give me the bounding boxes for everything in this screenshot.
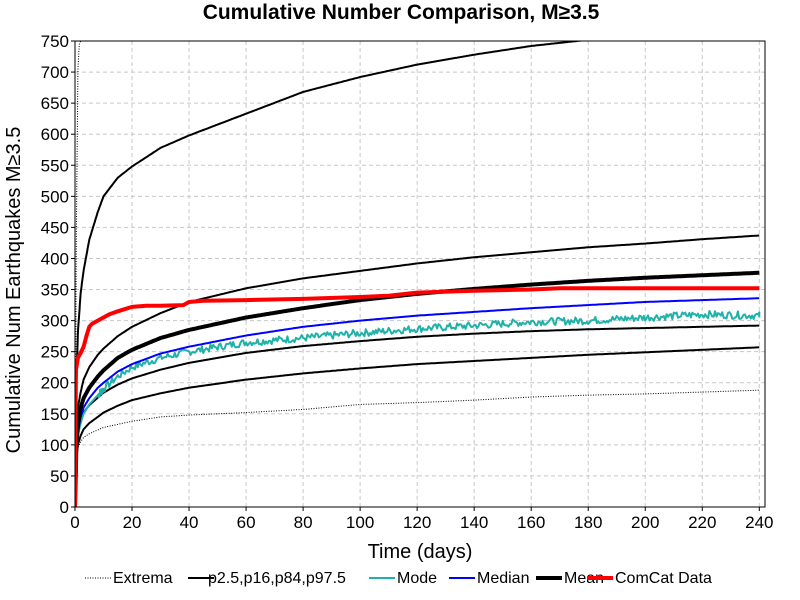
y-tick-label: 0: [60, 498, 69, 517]
y-tick-label: 200: [41, 374, 69, 393]
legend: Extrema p2.5,p16,p84,p97.5 Mode Median Mean C…: [85, 570, 712, 587]
series-line-mode: [75, 310, 761, 507]
x-axis-label: Time (days): [368, 541, 473, 563]
x-tick-label: 80: [294, 513, 313, 532]
legend-label: Mode: [397, 570, 437, 587]
x-tick-label: 200: [631, 513, 659, 532]
y-tick-label: 500: [41, 187, 69, 206]
x-tick-label: 0: [70, 513, 79, 532]
x-tick-label: 220: [688, 513, 716, 532]
y-tick-label: 50: [50, 467, 69, 486]
series-line-median: [75, 297, 760, 507]
y-tick-label: 150: [41, 405, 69, 424]
y-tick-label: 700: [41, 63, 69, 82]
series-line-p2-5-p16-p84-p97-5: [75, 41, 587, 507]
x-tick-label: 40: [180, 513, 199, 532]
x-tick-label: 160: [517, 513, 545, 532]
series-line-extrema: [75, 389, 760, 507]
y-tick-label: 300: [41, 312, 69, 331]
series-line-comcat-data: [75, 286, 760, 507]
series-line-p2-5-p16-p84-p97-5: [75, 234, 760, 507]
x-tick-label: 180: [574, 513, 602, 532]
x-tick-label: 60: [237, 513, 256, 532]
x-tick-label: 100: [346, 513, 374, 532]
series-line-mean: [75, 270, 760, 507]
series-layer: [75, 41, 761, 507]
series-line-p2-5-p16-p84-p97-5: [75, 346, 760, 507]
gridlines: [75, 41, 765, 507]
y-tick-label: 350: [41, 281, 69, 300]
chart-title: Cumulative Number Comparison, M≥3.5: [203, 1, 600, 24]
legend-label: Median: [477, 570, 529, 587]
y-tick-label: 750: [41, 32, 69, 51]
y-axis-label: Cumulative Num Earthquakes M≥3.5: [3, 127, 25, 454]
x-tick-label: 140: [460, 513, 488, 532]
y-tick-label: 100: [41, 436, 69, 455]
x-tick-label: 240: [745, 513, 773, 532]
ticks: 0 20 40 60 80 100 120 140 160 180 200 220 240 0 50 100 1…: [41, 32, 774, 532]
plot-area: [74, 40, 766, 508]
x-tick-label: 20: [123, 513, 142, 532]
y-tick-label: 600: [41, 125, 69, 144]
y-tick-label: 250: [41, 343, 69, 362]
legend-label: Mean: [564, 570, 604, 587]
y-tick-label: 450: [41, 218, 69, 237]
legend-label: p2.5,p16,p84,p97.5: [208, 570, 346, 587]
y-tick-label: 650: [41, 94, 69, 113]
legend-label: ComCat Data: [615, 570, 712, 587]
y-tick-label: 550: [41, 156, 69, 175]
legend-label: Extrema: [113, 570, 173, 587]
y-tick-label: 400: [41, 249, 69, 268]
x-tick-label: 120: [403, 513, 431, 532]
